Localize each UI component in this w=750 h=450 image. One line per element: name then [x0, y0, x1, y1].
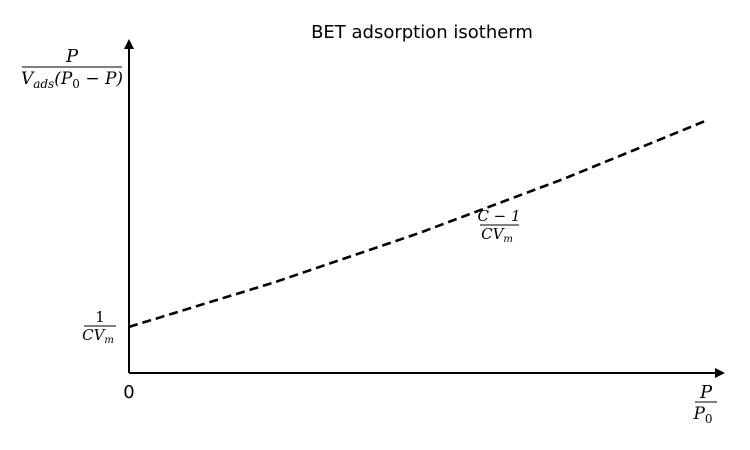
x-axis-label: P P0 [692, 382, 717, 426]
intercept-label: 1 CVm [82, 308, 116, 346]
slope-label-numerator: C − 1 [477, 207, 520, 225]
y-axis-label-numerator: P [65, 46, 79, 67]
slope-label-denominator: CVm [481, 225, 513, 245]
intercept-label-numerator: 1 [95, 308, 105, 326]
y-axis-label-denominator: Vads(P0 − P) [21, 69, 123, 91]
y-axis-label: P Vads(P0 − P) [21, 46, 123, 91]
x-axis-label-numerator: P [699, 382, 713, 403]
chart-title: BET adsorption isotherm [311, 22, 533, 43]
x-axis-label-denominator: P0 [692, 404, 712, 426]
slope-label: C − 1 CVm [477, 207, 520, 245]
origin-label: 0 [123, 382, 134, 403]
intercept-label-denominator: CVm [82, 326, 114, 346]
series-line [128, 118, 709, 329]
